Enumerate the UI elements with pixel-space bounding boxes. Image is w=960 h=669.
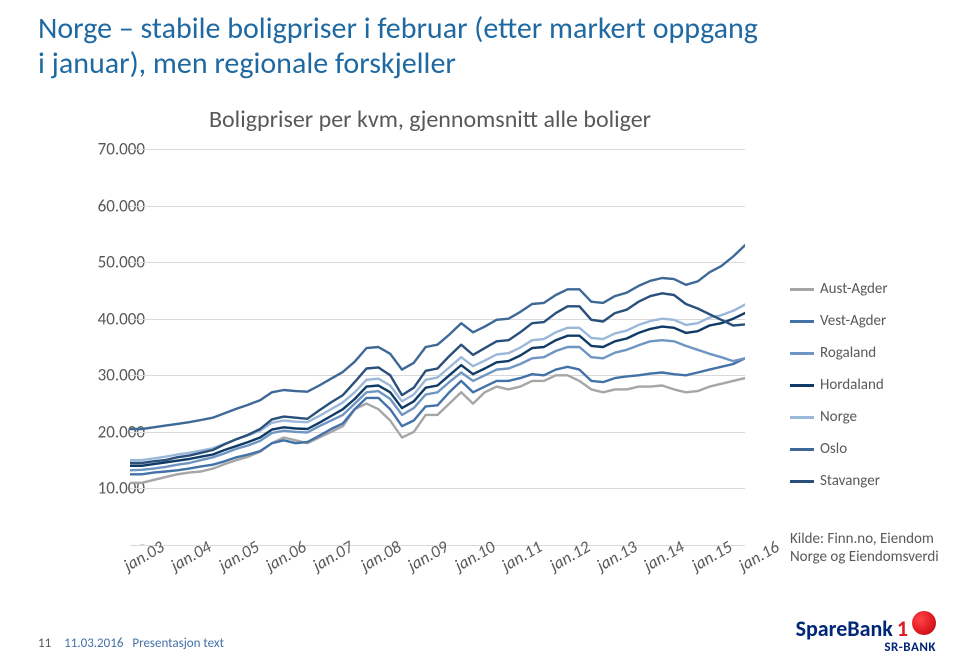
logo-ball-icon <box>912 611 936 635</box>
legend-item: Norge <box>790 408 940 426</box>
legend-label: Norge <box>820 408 857 426</box>
legend-item: Rogaland <box>790 344 940 362</box>
legend-label: Hordaland <box>820 376 884 394</box>
legend-item: Vest-Agder <box>790 312 940 330</box>
chart: -10.00020.00030.00040.00050.00060.00070.… <box>65 145 765 575</box>
legend-label: Aust-Agder <box>820 280 888 298</box>
page-number: 11 <box>38 636 51 651</box>
legend: Aust-Agder Vest-Agder Rogaland Hordaland Nor… <box>790 280 940 504</box>
legend-swatch-icon <box>790 384 814 387</box>
series-line <box>130 358 745 474</box>
legend-label: Vest-Agder <box>820 312 886 330</box>
logo-brand-1: SpareBank <box>796 615 893 642</box>
legend-label: Oslo <box>820 440 847 458</box>
chart-title: Boligpriser per kvm, gjennomsnitt alle b… <box>120 105 740 134</box>
logo-brand-2: 1 <box>897 615 908 642</box>
legend-swatch-icon <box>790 448 814 451</box>
logo: SpareBank 1 SR-BANK <box>796 615 936 655</box>
series-line <box>130 313 745 466</box>
legend-item: Stavanger <box>790 472 940 490</box>
legend-swatch-icon <box>790 480 814 483</box>
footer-date: 11.03.2016 <box>64 636 123 651</box>
source-text: Kilde: Finn.no, Eiendom Norge og Eiendom… <box>790 530 940 566</box>
legend-swatch-icon <box>790 288 814 291</box>
plot-area <box>130 149 745 545</box>
legend-label: Rogaland <box>820 344 876 362</box>
footer-text: Presentasjon text <box>132 636 224 651</box>
legend-swatch-icon <box>790 352 814 355</box>
legend-swatch-icon <box>790 320 814 323</box>
legend-item: Oslo <box>790 440 940 458</box>
legend-item: Hordaland <box>790 376 940 394</box>
legend-label: Stavanger <box>820 472 880 490</box>
legend-item: Aust-Agder <box>790 280 940 298</box>
legend-swatch-icon <box>790 416 814 419</box>
series-line <box>130 245 745 429</box>
page-title: Norge – stabile boligpriser i februar (e… <box>38 12 758 81</box>
logo-sub: SR-BANK <box>796 640 936 655</box>
x-axis: jan.03jan.04jan.05jan.06jan.07jan.08jan.… <box>130 545 745 575</box>
footer: 11 11.03.2016 Presentasjon text <box>38 636 224 651</box>
